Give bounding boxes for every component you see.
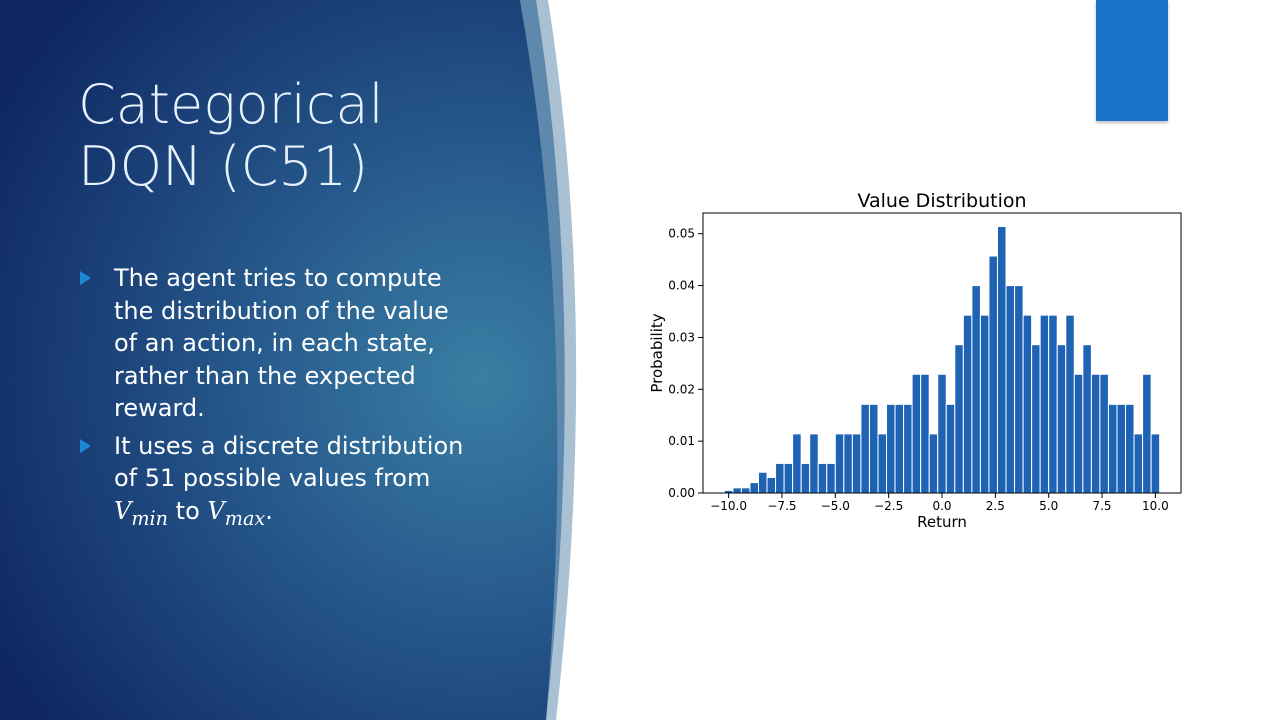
bullet-1-line: of an action, in each state,	[114, 329, 435, 357]
accent-rectangle	[1096, 0, 1168, 121]
y-tick-label: 0.01	[668, 434, 695, 448]
slide-title: Categorical DQN (C51)	[78, 74, 538, 198]
bullet-item-1: The agent tries to compute the distribut…	[78, 262, 498, 425]
bar	[860, 403, 870, 494]
bar	[1090, 373, 1101, 494]
bar	[792, 433, 802, 494]
bar	[740, 487, 751, 494]
connector-text: to	[168, 496, 208, 525]
bullet-1-line: reward.	[114, 394, 205, 422]
bar	[775, 462, 785, 494]
x-tick-label: −7.5	[767, 499, 796, 513]
bar	[1031, 344, 1041, 494]
bar	[1048, 314, 1058, 494]
x-axis-label: Return	[917, 513, 967, 531]
bar	[1116, 403, 1127, 494]
bar	[766, 476, 777, 494]
bar	[1065, 314, 1075, 494]
x-tick-label: −5.0	[821, 499, 850, 513]
bar	[996, 225, 1007, 494]
bullet-1-line: the distribution of the value	[114, 296, 449, 325]
chart-title: Value Distribution	[857, 190, 1026, 212]
bar	[757, 471, 768, 494]
x-tick-label: −2.5	[874, 499, 903, 513]
bar	[911, 373, 922, 494]
bullet-2-line: of 51 possible values from	[114, 464, 431, 492]
bar	[920, 373, 930, 494]
bullet-list: The agent tries to compute the distribut…	[78, 262, 498, 540]
y-tick-label: 0.05	[668, 227, 695, 241]
bar	[749, 482, 759, 494]
bar	[894, 403, 905, 494]
title-line-2: DQN (C51)	[78, 135, 369, 198]
x-tick-label: 5.0	[1039, 499, 1058, 513]
x-tick-label: 7.5	[1092, 499, 1111, 513]
value-distribution-chart: −10.0 −7.5 −5.0 −2.5 0.0 2.5 5.0 7.5 10.0 0.00 0.0…	[648, 190, 1182, 531]
y-tick-label: 0.04	[668, 279, 695, 293]
bar	[1056, 344, 1067, 494]
x-tick-label: 0.0	[932, 499, 951, 513]
triangle-bullet-icon	[80, 271, 91, 285]
bar	[988, 255, 998, 494]
v-min-symbol: Vmin	[114, 496, 169, 530]
bar	[1107, 403, 1118, 494]
bar	[1150, 433, 1161, 494]
bullet-1-line: rather than the expected	[114, 361, 416, 390]
x-tick-label: −10.0	[710, 499, 747, 513]
dark-blue-panel	[0, 0, 558, 720]
bar	[928, 433, 939, 494]
bar	[1073, 373, 1084, 494]
bar	[1133, 433, 1144, 494]
bar	[971, 285, 981, 494]
bar	[1099, 373, 1109, 494]
bar	[800, 462, 811, 494]
bullet-2-math-line: Vmin to Vmax.	[114, 495, 498, 535]
bar	[1014, 285, 1024, 494]
bar	[1022, 314, 1033, 494]
bar	[834, 433, 845, 494]
bar	[962, 314, 973, 494]
y-axis-label: Probability	[648, 313, 666, 392]
bullet-item-2: It uses a discrete distribution of 51 po…	[78, 430, 498, 535]
period-text: .	[265, 496, 273, 525]
bar	[877, 433, 888, 494]
title-line-1: Categorical	[78, 73, 384, 136]
bar	[783, 462, 794, 494]
bar	[979, 314, 990, 494]
bar	[1082, 344, 1092, 494]
bar	[1125, 403, 1135, 494]
triangle-bullet-icon	[80, 438, 91, 453]
v-max-symbol: Vmax	[207, 496, 266, 530]
bar	[732, 487, 742, 494]
bar	[1005, 285, 1016, 494]
bar	[954, 344, 964, 494]
y-tick-label: 0.02	[668, 382, 695, 396]
bar	[826, 462, 836, 494]
bar	[868, 403, 879, 494]
bar	[903, 403, 913, 494]
swoosh-light-stripe	[520, 0, 577, 720]
bar	[1142, 373, 1152, 494]
bar	[851, 433, 862, 494]
bar	[843, 433, 853, 494]
x-tick-label: 2.5	[986, 499, 1005, 513]
bar	[817, 462, 828, 494]
bar	[886, 403, 896, 494]
y-tick-label: 0.03	[668, 330, 695, 344]
bar	[945, 403, 956, 494]
bullet-1-line: The agent tries to compute	[114, 264, 442, 292]
bar	[937, 373, 947, 494]
bar	[1039, 314, 1050, 494]
x-tick-label: 10.0	[1142, 499, 1169, 513]
y-tick-label: 0.00	[668, 486, 695, 500]
bar	[809, 433, 819, 494]
bullet-2-line: It uses a discrete distribution	[114, 431, 464, 460]
